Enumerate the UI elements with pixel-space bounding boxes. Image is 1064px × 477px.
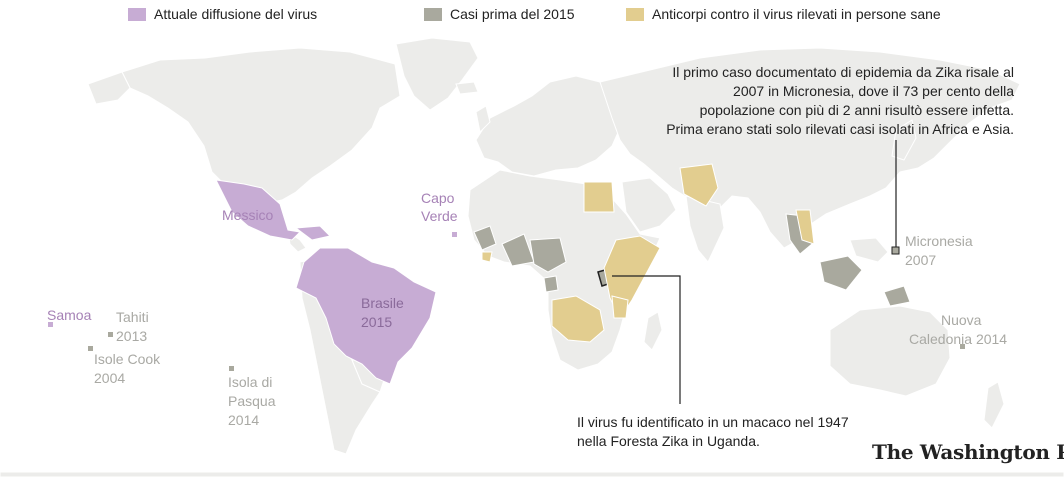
malaysia-indonesia-cases <box>819 255 863 291</box>
central-africa-cases <box>529 237 567 273</box>
pakistan-antibodies <box>679 163 719 207</box>
vietnam-antibodies <box>795 209 815 245</box>
callout-lines <box>612 140 897 404</box>
legend-label-antibodies: Anticorpi contro il virus rilevati in pe… <box>652 6 941 22</box>
gabon-cases <box>543 275 559 293</box>
label-new-caledonia-line1: Nuova <box>941 312 982 328</box>
north-america <box>121 47 401 205</box>
new-zealand <box>983 381 1005 429</box>
label-cape-verde-line2: Verde <box>421 208 458 224</box>
micronesia-marker <box>891 246 900 255</box>
uganda-note-line: Il virus fu identificato in un macaco ne… <box>577 414 849 430</box>
micronesia-note-line: popolazione con più di 2 anni risultò es… <box>699 102 1014 118</box>
indonesia-east <box>849 237 889 263</box>
samoa-marker <box>48 322 53 327</box>
label-micronesia-line2: 2007 <box>905 252 937 268</box>
label-tahiti-line1: Tahiti <box>116 309 149 325</box>
label-micronesia-line1: Micronesia <box>905 233 973 249</box>
legend-label-before: Casi prima del 2015 <box>450 6 575 22</box>
label-mexico: Messico <box>222 207 274 223</box>
mozambique-antibodies <box>611 295 629 319</box>
legend: Attuale diffusione del virus Casi prima … <box>0 6 1064 26</box>
cape-verde-marker <box>452 232 457 237</box>
australia <box>829 305 951 397</box>
southern-africa-antibodies <box>551 295 605 343</box>
arabia <box>621 177 677 233</box>
west-africa-cases <box>473 225 497 251</box>
label-easter-line3: 2014 <box>228 412 260 428</box>
legend-current-spread: Attuale diffusione del virus <box>128 6 317 22</box>
label-tahiti-line2: 2013 <box>116 328 148 344</box>
legend-label-current: Attuale diffusione del virus <box>154 6 318 22</box>
label-cook-line2: 2004 <box>94 370 126 386</box>
label-easter-line2: Pasqua <box>228 393 276 409</box>
micronesia-note: Il primo caso documentato di epidemia da… <box>666 63 1014 139</box>
sierra-leone-antibodies <box>481 251 493 263</box>
label-samoa: Samoa <box>47 307 92 323</box>
label-brazil-line2: 2015 <box>361 314 393 330</box>
washington-post-logo: The Washington Post <box>872 440 1064 464</box>
micronesia-note-line: Il primo caso documentato di epidemia da… <box>672 64 1014 80</box>
land-layer <box>0 37 1064 477</box>
tahiti-marker <box>108 332 113 337</box>
current-spread-layer <box>215 179 437 385</box>
micronesia-note-line: 2007 in Micronesia, dove il 73 per cento… <box>733 83 1014 99</box>
label-easter-line1: Isola di <box>228 374 273 390</box>
legend-antibodies: Anticorpi contro il virus rilevati in pe… <box>626 6 941 22</box>
papua-cases <box>883 285 911 307</box>
britain <box>475 105 491 134</box>
india <box>685 195 725 263</box>
antarctica-edge <box>0 471 1064 477</box>
brazil-region <box>295 247 437 385</box>
legend-swatch-tan <box>626 7 644 21</box>
legend-before-2015: Casi prima del 2015 <box>424 6 575 22</box>
label-brazil-line1: Brasile <box>361 295 404 311</box>
europe <box>475 75 621 177</box>
madagascar <box>643 311 663 351</box>
label-cape-verde-line1: Capo <box>421 190 455 206</box>
antibodies-layer <box>481 163 815 343</box>
iceland <box>455 81 479 95</box>
caribbean-region <box>294 225 331 241</box>
japan <box>891 119 917 161</box>
legend-swatch-gray <box>424 7 442 21</box>
label-new-caledonia-line2: Caledonia 2014 <box>909 331 1008 347</box>
egypt-antibodies <box>583 181 615 213</box>
uganda-note-line: nella Foresta Zika in Uganda. <box>577 433 760 449</box>
new-caledonia-marker <box>960 344 965 349</box>
uganda-note: Il virus fu identificato in un macaco ne… <box>577 413 849 451</box>
island-markers <box>48 232 965 371</box>
easter-island-marker <box>229 366 234 371</box>
micronesia-note-line: Prima erano stati solo rilevati casi iso… <box>666 121 1014 137</box>
uganda-callout-line <box>612 275 681 404</box>
legend-swatch-purple <box>128 7 146 21</box>
mexico-region <box>215 179 302 241</box>
alaska <box>87 71 131 105</box>
cook-islands-marker <box>88 346 93 351</box>
label-cook-line1: Isole Cook <box>94 351 161 367</box>
greenland <box>395 37 479 111</box>
